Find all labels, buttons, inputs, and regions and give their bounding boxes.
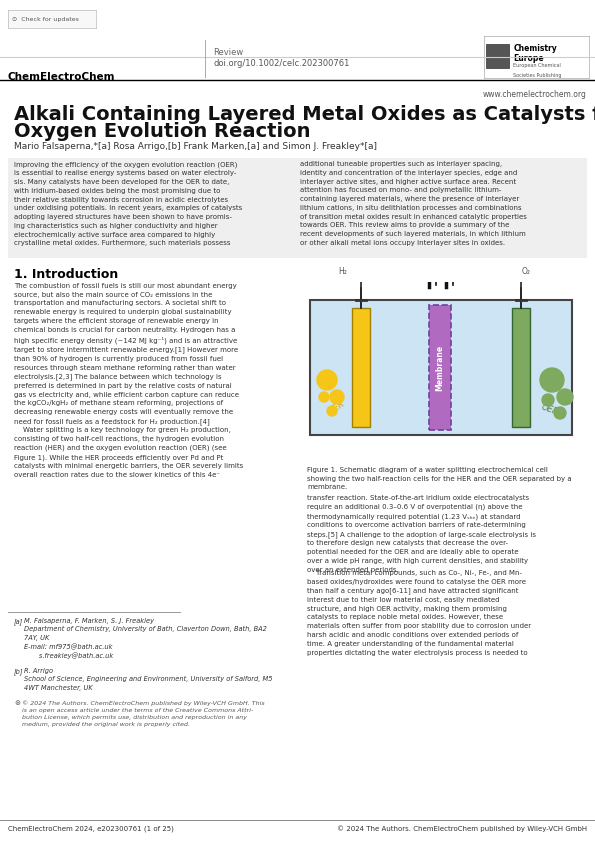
Text: O₂: O₂: [521, 267, 531, 276]
Text: Alkali Containing Layered Metal Oxides as Catalysts for the: Alkali Containing Layered Metal Oxides a…: [14, 105, 595, 124]
Text: Europe: Europe: [513, 54, 544, 62]
Text: [a]: [a]: [14, 618, 23, 625]
Text: HER: HER: [327, 399, 347, 415]
Text: OER: OER: [540, 402, 560, 418]
Text: transfer reaction. State-of-the-art iridium oxide electrocatalysts
require an ad: transfer reaction. State-of-the-art irid…: [307, 495, 536, 573]
Circle shape: [317, 370, 337, 390]
Circle shape: [319, 392, 329, 402]
Bar: [512, 308, 530, 427]
Circle shape: [540, 368, 564, 392]
Text: Figure 1. Schematic diagram of a water splitting electrochemical cell
showing th: Figure 1. Schematic diagram of a water s…: [307, 467, 572, 490]
Text: H₂: H₂: [339, 267, 347, 276]
Text: additional tuneable properties such as interlayer spacing,
identity and concentr: additional tuneable properties such as i…: [300, 161, 527, 246]
Circle shape: [542, 394, 554, 406]
Text: The combustion of fossil fuels is still our most abundant energy
source, but als: The combustion of fossil fuels is still …: [14, 283, 243, 478]
Text: 1. Introduction: 1. Introduction: [14, 268, 118, 281]
Text: ChemElectroChem 2024, e202300761 (1 of 25): ChemElectroChem 2024, e202300761 (1 of 2…: [8, 825, 174, 832]
Circle shape: [327, 406, 337, 416]
Text: doi.org/10.1002/celc.202300761: doi.org/10.1002/celc.202300761: [213, 59, 349, 68]
Text: Review: Review: [213, 48, 243, 57]
Text: European Chemical: European Chemical: [513, 63, 561, 68]
Text: Improving the efficiency of the oxygen evolution reaction (OER)
is essential to : Improving the efficiency of the oxygen e…: [14, 161, 242, 246]
Text: Membrane: Membrane: [436, 344, 444, 391]
Text: [b]: [b]: [14, 668, 23, 674]
Text: R. Arrigo: R. Arrigo: [24, 668, 53, 674]
Text: Department of Chemistry, University of Bath, Claverton Down, Bath, BA2
7AY, UK
E: Department of Chemistry, University of B…: [24, 626, 267, 659]
Text: Oxygen Evolution Reaction: Oxygen Evolution Reaction: [14, 122, 311, 141]
Circle shape: [554, 407, 566, 419]
Text: School of Science, Engineering and Environment, University of Salford, M5
4WT Ma: School of Science, Engineering and Envir…: [24, 676, 273, 690]
Circle shape: [330, 390, 344, 404]
Text: Mario Falsaperna,*[a] Rosa Arrigo,[b] Frank Marken,[a] and Simon J. Freakley*[a]: Mario Falsaperna,*[a] Rosa Arrigo,[b] Fr…: [14, 142, 377, 151]
Bar: [429, 305, 451, 430]
Bar: [352, 308, 370, 427]
Circle shape: [557, 389, 573, 405]
Text: Transition metal compounds, such as Co-, Ni-, Fe-, and Mn-
based oxides/hydroxid: Transition metal compounds, such as Co-,…: [307, 570, 531, 656]
Text: M. Falsaperna, F. Marken, S. J. Freakley: M. Falsaperna, F. Marken, S. J. Freakley: [24, 618, 154, 624]
Text: Societies Publishing: Societies Publishing: [513, 73, 562, 78]
Text: ChemElectroChem: ChemElectroChem: [8, 72, 115, 82]
Text: ⊙  Check for updates: ⊙ Check for updates: [12, 17, 79, 22]
Text: www.chemelectrochem.org: www.chemelectrochem.org: [483, 90, 587, 99]
Bar: [486, 45, 509, 67]
Bar: [310, 300, 572, 435]
Text: © 2024 The Authors. ChemElectroChem published by Wiley-VCH GmbH. This
is an open: © 2024 The Authors. ChemElectroChem publ…: [22, 700, 265, 727]
Text: ⊛: ⊛: [14, 700, 20, 706]
Text: © 2024 The Authors. ChemElectroChem published by Wiley-VCH GmbH: © 2024 The Authors. ChemElectroChem publ…: [337, 825, 587, 832]
Text: Chemistry: Chemistry: [513, 44, 557, 52]
